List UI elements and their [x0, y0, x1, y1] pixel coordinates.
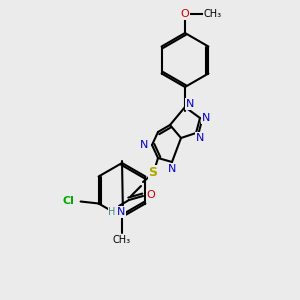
- Text: N: N: [202, 113, 210, 123]
- Text: O: O: [147, 190, 155, 200]
- Text: CH₃: CH₃: [113, 235, 131, 245]
- Text: S: S: [148, 166, 158, 178]
- Text: Cl: Cl: [63, 196, 75, 206]
- Text: N: N: [140, 140, 148, 150]
- Text: H: H: [108, 207, 116, 217]
- Text: N: N: [168, 164, 176, 174]
- Text: N: N: [186, 99, 194, 109]
- Text: O: O: [181, 9, 189, 19]
- Text: N: N: [117, 207, 125, 217]
- Text: N: N: [196, 133, 204, 143]
- Text: CH₃: CH₃: [204, 9, 222, 19]
